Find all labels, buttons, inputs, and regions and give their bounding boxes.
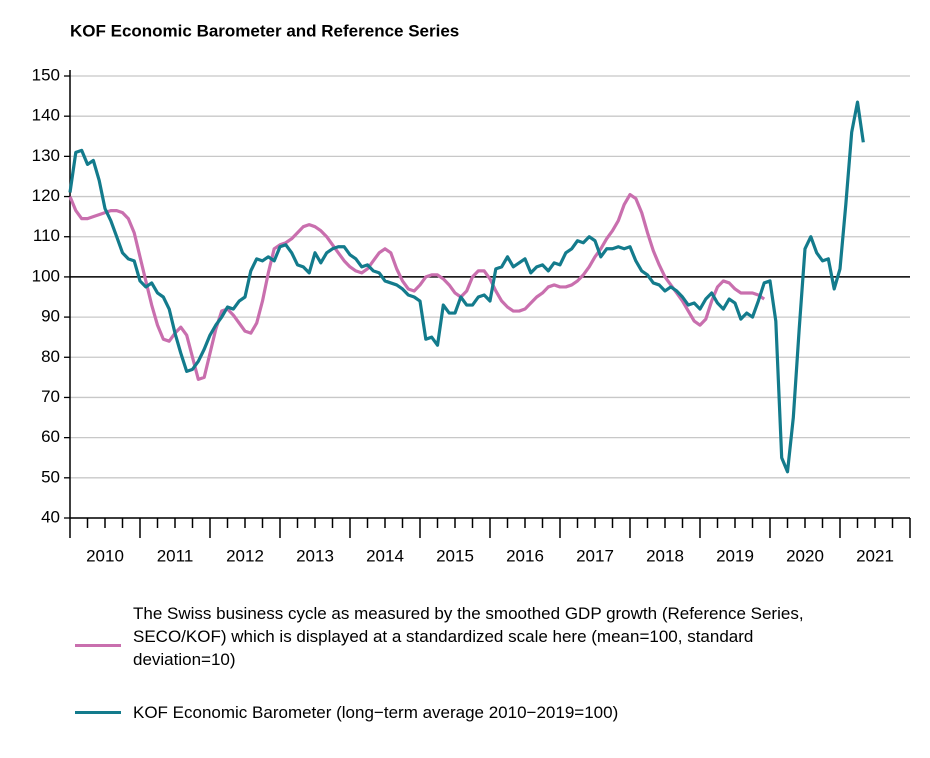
x-tick-label: 2019	[716, 546, 754, 565]
x-tick-label: 2016	[506, 546, 544, 565]
y-tick-label: 70	[41, 387, 60, 406]
x-tick-label: 2014	[366, 546, 404, 565]
legend-swatch	[75, 711, 121, 714]
x-tick-label: 2018	[646, 546, 684, 565]
x-tick-label: 2017	[576, 546, 614, 565]
y-tick-label: 150	[32, 65, 60, 84]
x-tick-label: 2015	[436, 546, 474, 565]
y-tick-label: 130	[32, 146, 60, 165]
y-tick-label: 140	[32, 106, 60, 125]
y-tick-label: 50	[41, 467, 60, 486]
legend-label: KOF Economic Barometer (long−term averag…	[133, 703, 619, 722]
y-tick-label: 110	[33, 226, 60, 245]
x-tick-label: 2013	[296, 546, 334, 565]
chart: KOF Economic Barometer and Reference Ser…	[32, 21, 911, 565]
x-tick-label: 2020	[786, 546, 824, 565]
series-line	[68, 192, 766, 381]
x-tick-label: 2012	[226, 546, 264, 565]
y-tick-label: 90	[41, 307, 60, 326]
series-line	[68, 100, 865, 474]
x-tick-label: 2010	[86, 546, 124, 565]
x-tick-label: 2011	[157, 546, 194, 565]
y-tick-label: 40	[41, 507, 60, 526]
y-tick-label: 60	[41, 427, 60, 446]
y-tick-label: 120	[32, 186, 60, 205]
legend-swatch	[75, 644, 121, 647]
y-tick-label: 80	[41, 347, 60, 366]
x-tick-label: 2021	[856, 546, 894, 565]
y-tick-label: 100	[32, 266, 60, 285]
chart-title: KOF Economic Barometer and Reference Ser…	[70, 21, 459, 40]
legend-label: The Swiss business cycle as measured by …	[133, 604, 804, 669]
